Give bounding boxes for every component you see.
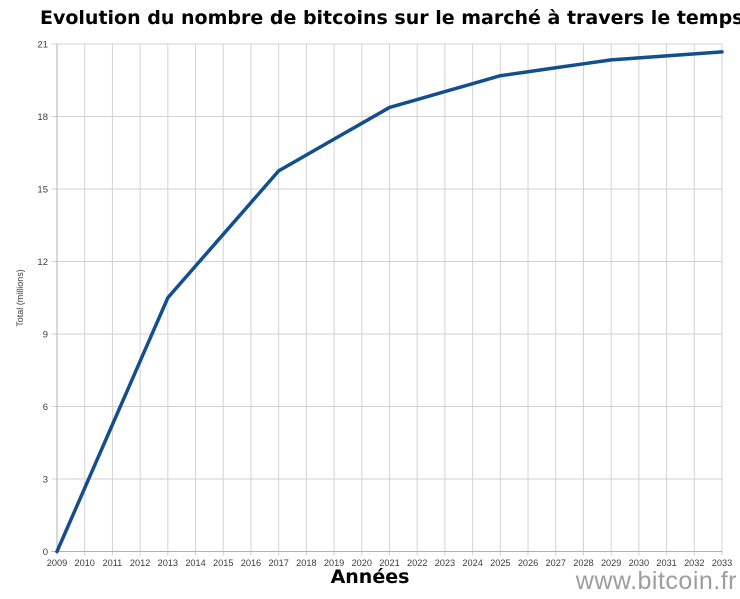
x-tick-label: 2027 — [546, 558, 566, 568]
y-tick-label: 0 — [43, 547, 48, 558]
x-tick-label: 2024 — [462, 558, 482, 568]
x-tick-label: 2015 — [213, 558, 233, 568]
x-tick-label: 2031 — [656, 558, 676, 568]
x-tick-label: 2016 — [241, 558, 261, 568]
x-tick-label: 2011 — [103, 558, 123, 568]
y-tick-label: 21 — [37, 40, 48, 51]
x-tick-label: 2028 — [573, 558, 593, 568]
y-tick-label: 18 — [37, 112, 48, 123]
x-tick-label: 2029 — [601, 558, 621, 568]
y-tick-label: 12 — [37, 257, 48, 268]
x-axis-title: Années — [330, 566, 410, 588]
y-axis-title: Total (millions) — [15, 269, 25, 327]
x-tick-label: 2033 — [712, 558, 732, 568]
x-tick-label: 2032 — [684, 558, 704, 568]
x-tick-label: 2019 — [324, 558, 344, 568]
x-tick-label: 2025 — [490, 558, 510, 568]
y-tick-label: 9 — [43, 330, 48, 341]
chart-title: Evolution du nombre de bitcoins sur le m… — [40, 7, 740, 29]
y-tick-label: 3 — [43, 475, 48, 486]
x-tick-label: 2023 — [435, 558, 455, 568]
x-tick-label: 2010 — [74, 558, 94, 568]
y-tick-label: 15 — [37, 185, 48, 196]
x-tick-label: 2026 — [518, 558, 538, 568]
x-tick-label: 2020 — [352, 558, 372, 568]
x-tick-label: 2013 — [158, 558, 178, 568]
x-tick-label: 2022 — [407, 558, 427, 568]
x-tick-label: 2021 — [379, 558, 399, 568]
x-tick-label: 2018 — [296, 558, 316, 568]
x-tick-label: 2009 — [47, 558, 67, 568]
x-tick-label: 2017 — [268, 558, 288, 568]
watermark-bitcoin-fr: www.bitcoin.fr — [575, 567, 737, 595]
x-tick-label: 2030 — [629, 558, 649, 568]
x-tick-label: 2014 — [185, 558, 205, 568]
data-line-total-bitcoins — [55, 50, 724, 554]
x-tick-label: 2012 — [130, 558, 150, 568]
y-tick-label: 6 — [43, 402, 48, 413]
